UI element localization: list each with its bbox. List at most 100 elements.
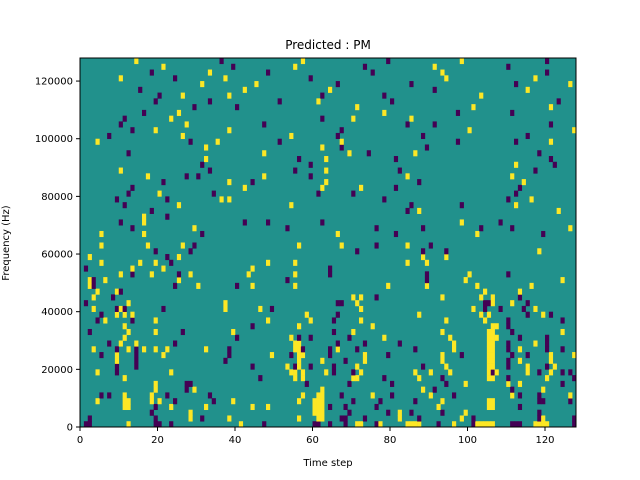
heatmap-cell — [471, 415, 476, 422]
heatmap-cell — [517, 421, 523, 428]
heatmap-cell — [153, 386, 158, 393]
heatmap-cell — [548, 311, 554, 318]
heatmap-cell — [421, 254, 426, 261]
heatmap-cell — [560, 369, 565, 376]
heatmap-cell — [320, 386, 325, 393]
heatmap-cell — [483, 421, 488, 428]
heatmap-cell — [537, 369, 542, 376]
heatmap-cell — [510, 328, 515, 336]
heatmap-cell — [138, 259, 143, 266]
heatmap-cell — [91, 305, 96, 312]
heatmap-cell — [436, 403, 441, 411]
heatmap-cell — [173, 398, 178, 405]
heatmap-cell — [444, 363, 449, 370]
heatmap-cell — [405, 173, 410, 180]
heatmap-cell — [506, 271, 511, 278]
heatmap-cell — [122, 392, 127, 399]
heatmap-cell — [479, 92, 484, 99]
heatmap-cell — [114, 346, 120, 353]
heatmap-cell — [188, 271, 193, 278]
heatmap-cell — [114, 363, 120, 370]
heatmap-cell — [455, 138, 461, 145]
heatmap-cell — [335, 132, 340, 140]
heatmap-cell — [486, 352, 492, 359]
heatmap-cell — [122, 115, 127, 122]
heatmap-cell — [316, 421, 321, 428]
heatmap-cell — [87, 328, 92, 336]
heatmap-cell — [506, 317, 511, 324]
heatmap-cell — [568, 369, 573, 376]
heatmap-cell — [351, 115, 356, 122]
heatmap-cell — [165, 392, 170, 399]
heatmap-cell — [328, 352, 333, 359]
heatmap-cell — [339, 144, 344, 151]
heatmap-cell — [517, 346, 523, 353]
heatmap-cell — [424, 259, 430, 266]
heatmap-cell — [157, 421, 162, 428]
heatmap-cell — [250, 282, 255, 289]
heatmap-cell — [289, 202, 294, 209]
heatmap-cell — [440, 357, 445, 364]
heatmap-cell — [545, 421, 550, 428]
heatmap-cell — [498, 219, 503, 226]
heatmap-cell — [413, 398, 418, 405]
heatmap-cell — [483, 288, 488, 295]
heatmap-cell — [99, 352, 104, 359]
heatmap-cell — [316, 392, 321, 399]
heatmap-cell — [459, 352, 464, 359]
heatmap-cell — [204, 346, 209, 353]
heatmap-cell — [250, 265, 255, 272]
heatmap-cell — [545, 58, 550, 65]
heatmap-cell — [339, 242, 344, 249]
heatmap-cell — [328, 86, 333, 93]
heatmap-cell — [390, 98, 395, 105]
heatmap-cell — [444, 380, 449, 387]
heatmap-cell — [269, 352, 275, 359]
heatmap-cell — [130, 184, 135, 191]
heatmap-cell — [142, 213, 147, 220]
heatmap-cell — [486, 421, 492, 428]
heatmap-cell — [355, 104, 360, 111]
heatmap-cell — [204, 144, 209, 151]
heatmap-cell — [517, 288, 523, 295]
heatmap-cell — [537, 248, 542, 255]
heatmap-cell — [285, 363, 290, 370]
heatmap-cell — [452, 392, 457, 399]
heatmap-cell — [475, 421, 480, 428]
heatmap-cell — [521, 179, 526, 186]
heatmap-cell — [223, 305, 228, 312]
heatmap-cell — [355, 300, 360, 307]
heatmap-cell — [572, 352, 577, 359]
heatmap-cell — [192, 386, 197, 393]
heatmap-cell — [312, 421, 317, 428]
heatmap-cell — [517, 294, 523, 301]
heatmap-cell — [432, 86, 437, 93]
heatmap-cell — [417, 207, 422, 214]
heatmap-cell — [475, 230, 480, 238]
heatmap-cell — [262, 121, 267, 128]
heatmap-cell — [444, 317, 449, 324]
x-tick-label: 0 — [77, 435, 83, 446]
heatmap-cell — [440, 328, 445, 336]
heatmap-cell — [359, 369, 364, 376]
heatmap-cell — [413, 421, 418, 428]
heatmap-cell — [266, 403, 271, 411]
heatmap-cell — [196, 282, 201, 289]
heatmap-cell — [448, 369, 453, 376]
heatmap-cell — [227, 196, 232, 203]
heatmap-cell — [122, 305, 127, 312]
heatmap-cell — [490, 398, 495, 405]
heatmap-cell — [83, 421, 89, 428]
heatmap-cell — [514, 421, 519, 428]
heatmap-cell — [142, 346, 147, 353]
heatmap-cell — [297, 363, 302, 370]
heatmap-cell — [397, 167, 402, 174]
heatmap-cell — [533, 167, 538, 174]
heatmap-cell — [335, 81, 340, 88]
heatmap-cell — [188, 409, 193, 416]
heatmap-cell — [374, 225, 379, 232]
heatmap-cell — [479, 311, 484, 318]
heatmap-cell — [99, 242, 104, 249]
heatmap-cell — [572, 415, 577, 422]
